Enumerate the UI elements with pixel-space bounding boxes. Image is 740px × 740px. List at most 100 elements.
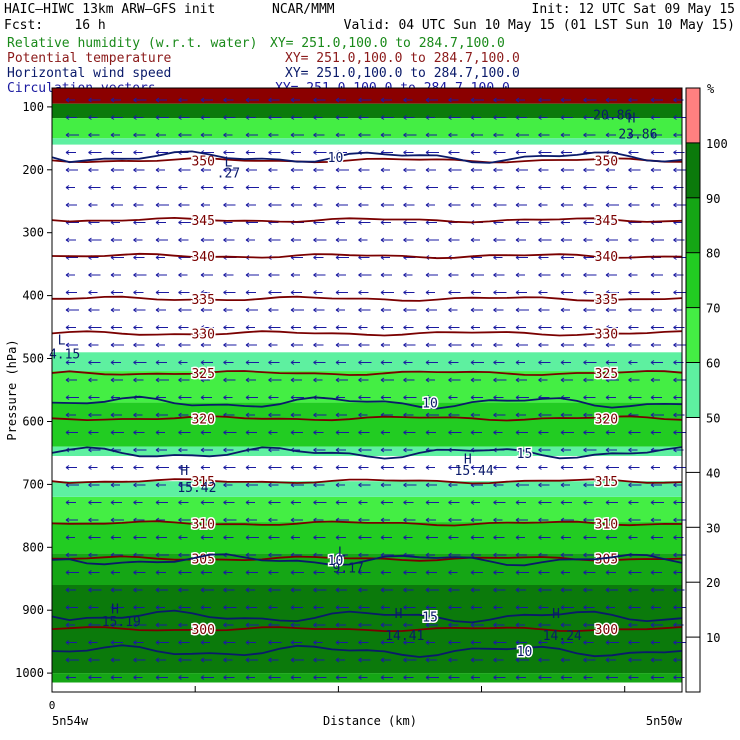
circulation-vector	[380, 272, 392, 278]
circulation-vector	[313, 167, 324, 173]
circulation-vector	[493, 622, 505, 628]
circulation-vector	[560, 430, 574, 435]
circulation-vector	[178, 325, 189, 330]
extremum-label: L	[58, 334, 66, 349]
circulation-vector	[560, 500, 572, 505]
circulation-vector	[200, 500, 214, 505]
circulation-vector	[605, 570, 616, 575]
circulation-vector	[110, 132, 120, 138]
circulation-vector	[380, 675, 393, 680]
circulation-vector	[448, 570, 458, 575]
circulation-vector	[358, 202, 369, 208]
circulation-vector	[583, 605, 595, 610]
circulation-vector	[223, 482, 233, 488]
circulation-vector	[493, 535, 505, 540]
circulation-vector	[403, 325, 414, 330]
circulation-vector	[110, 360, 121, 365]
wind-contour-label: 10	[517, 645, 533, 660]
circulation-vector	[65, 622, 75, 628]
circulation-vector	[223, 377, 236, 383]
circulation-vector	[583, 290, 594, 295]
circulation-vector	[560, 412, 572, 418]
theta-contour-label: 335	[595, 293, 618, 308]
circulation-vector	[628, 167, 641, 173]
theta-contour-label: 345	[595, 214, 618, 229]
circulation-vector	[223, 587, 235, 593]
circulation-vector	[335, 132, 345, 138]
circulation-vector	[425, 115, 435, 120]
circulation-vector	[605, 500, 618, 505]
circulation-vector	[335, 622, 346, 628]
circulation-vector	[380, 325, 393, 330]
circulation-vector	[650, 115, 660, 120]
circulation-vector	[650, 570, 662, 575]
circulation-vector	[538, 150, 552, 155]
circulation-vector	[448, 150, 460, 155]
circulation-vector	[673, 150, 685, 155]
circulation-vector	[448, 377, 461, 383]
circulation-vector	[628, 290, 640, 295]
circulation-vector	[403, 675, 414, 680]
circulation-vector	[470, 622, 484, 628]
colorbar-label: 80	[706, 247, 720, 261]
circulation-vector	[133, 360, 147, 365]
circulation-vector	[65, 325, 76, 330]
circulation-vector	[425, 605, 436, 610]
circulation-vector	[605, 220, 616, 225]
circulation-vector	[88, 132, 100, 138]
circulation-vector	[448, 97, 459, 103]
circulation-vector	[88, 587, 102, 593]
circulation-vector	[560, 202, 573, 208]
circulation-vector	[133, 500, 143, 505]
circulation-vector	[133, 675, 143, 680]
extremum-label: 15.19	[102, 615, 141, 630]
rh-band	[52, 118, 682, 139]
circulation-vector	[200, 185, 213, 190]
circulation-vector	[515, 395, 529, 400]
circulation-vector	[515, 97, 525, 103]
circulation-vector	[110, 272, 121, 278]
circulation-vector	[155, 272, 167, 278]
circulation-vector	[245, 377, 256, 383]
rh-band	[52, 585, 682, 674]
circulation-vector	[583, 430, 595, 435]
circulation-vector	[313, 447, 326, 453]
circulation-vector	[470, 115, 481, 120]
circulation-vector	[538, 570, 550, 575]
circulation-vector	[560, 307, 570, 313]
circulation-vector	[650, 237, 664, 243]
colorbar-band	[686, 88, 700, 143]
circulation-vector	[448, 605, 462, 610]
circulation-vector	[538, 360, 551, 365]
circulation-vector	[515, 517, 528, 523]
circulation-vector	[493, 570, 504, 575]
circulation-vector	[673, 675, 685, 680]
circulation-vector	[88, 500, 102, 505]
circulation-vector	[673, 570, 683, 575]
circulation-vector	[448, 430, 462, 435]
circulation-vector	[403, 150, 414, 155]
circulation-vector	[515, 605, 528, 610]
circulation-vector	[65, 657, 79, 663]
circulation-vector	[538, 167, 549, 173]
circulation-vector	[245, 132, 258, 138]
circulation-vector	[538, 657, 550, 663]
circulation-vector	[335, 342, 349, 348]
circulation-vector	[673, 395, 683, 400]
circulation-vector	[110, 237, 122, 243]
circulation-vector	[155, 360, 167, 365]
circulation-vector	[155, 640, 169, 645]
valid-time: Valid: 04 UTC Sun 10 May 15 (01 LST Sun …	[344, 18, 735, 33]
circulation-vector	[65, 535, 75, 540]
circulation-vector	[538, 482, 550, 488]
circulation-vector	[628, 657, 642, 663]
circulation-vector	[200, 675, 214, 680]
wind-contour-15	[51, 609, 683, 624]
circulation-vector	[538, 290, 548, 295]
circulation-vector	[515, 622, 525, 628]
circulation-vector	[403, 97, 413, 103]
circulation-vector	[493, 412, 506, 418]
extremum-label: H	[628, 112, 636, 127]
circulation-vector	[178, 570, 192, 575]
circulation-vector	[88, 185, 101, 190]
